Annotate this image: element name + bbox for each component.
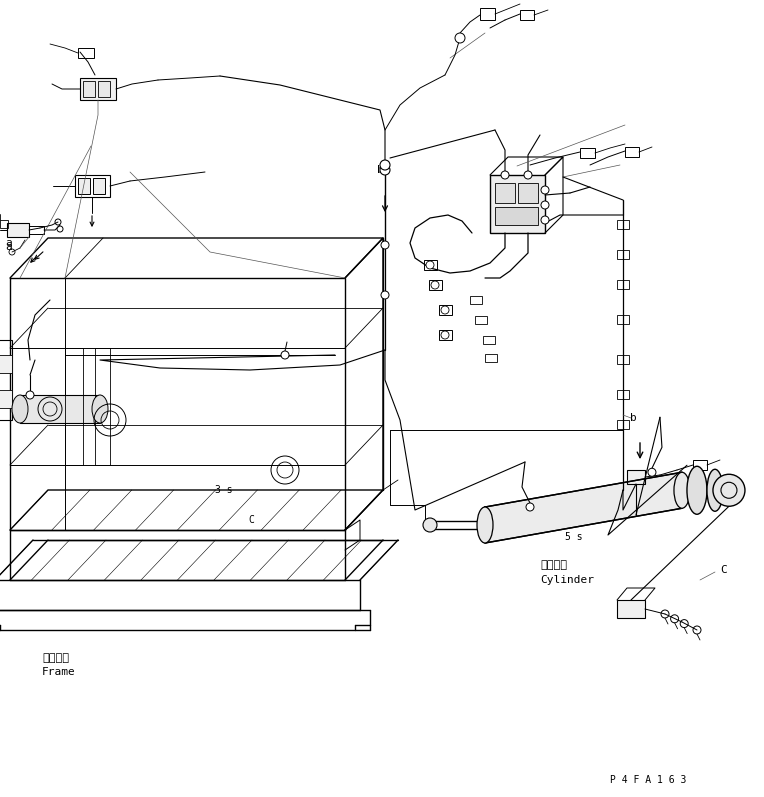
Text: b: b [377, 165, 384, 175]
Text: a: a [5, 238, 11, 248]
Bar [520, 10, 534, 20]
Circle shape [38, 397, 62, 421]
Circle shape [381, 241, 389, 249]
Bar [75, 175, 110, 197]
Bar [625, 147, 639, 157]
Ellipse shape [12, 395, 28, 423]
Bar [439, 330, 452, 340]
Bar [95, 348, 110, 465]
Text: 3 s: 3 s [215, 485, 232, 495]
Circle shape [541, 186, 549, 194]
Ellipse shape [477, 507, 493, 543]
Ellipse shape [707, 469, 723, 511]
Ellipse shape [687, 466, 707, 514]
Ellipse shape [92, 395, 108, 423]
Bar [475, 316, 487, 324]
Text: 5 s: 5 s [565, 532, 583, 542]
Bar [580, 148, 595, 158]
Text: a: a [5, 242, 11, 252]
Circle shape [541, 201, 549, 209]
Text: C: C [720, 565, 727, 575]
Text: フレーム: フレーム [42, 653, 69, 663]
Bar [439, 305, 452, 315]
Text: C: C [248, 515, 254, 525]
Circle shape [381, 291, 389, 299]
Bar [495, 207, 538, 225]
Bar [28, 226, 44, 234]
Circle shape [455, 33, 465, 43]
Circle shape [541, 216, 549, 224]
Circle shape [526, 503, 534, 511]
Circle shape [648, 469, 656, 477]
Bar [617, 355, 629, 364]
Circle shape [380, 160, 390, 170]
Circle shape [441, 331, 449, 339]
Bar [617, 280, 629, 289]
Bar [0, 220, 8, 228]
Text: シリンダ: シリンダ [540, 560, 567, 570]
Bar [485, 354, 497, 362]
Bar [424, 260, 437, 270]
Bar [495, 183, 515, 203]
Circle shape [501, 171, 509, 179]
Bar [0, 355, 12, 373]
Text: b: b [630, 413, 636, 423]
Circle shape [281, 351, 289, 359]
Bar [617, 390, 629, 399]
Text: Cylinder: Cylinder [540, 575, 594, 585]
Polygon shape [485, 473, 682, 543]
Text: P 4 F A 1 6 3: P 4 F A 1 6 3 [610, 775, 686, 785]
Bar [470, 296, 482, 304]
Bar [78, 48, 94, 58]
Bar [490, 175, 545, 233]
Bar [20, 395, 100, 423]
Circle shape [441, 306, 449, 314]
Bar [693, 460, 707, 470]
Bar [0, 340, 12, 420]
Bar [480, 8, 495, 20]
Bar [627, 470, 645, 484]
Circle shape [426, 261, 434, 269]
Bar [617, 600, 645, 618]
Bar [0, 390, 12, 408]
Circle shape [713, 474, 745, 506]
Bar [93, 178, 105, 194]
Text: Frame: Frame [42, 667, 76, 677]
Bar [83, 81, 95, 97]
Circle shape [431, 281, 439, 289]
Bar [78, 178, 90, 194]
Bar [617, 220, 629, 229]
Bar [7, 223, 29, 237]
Ellipse shape [674, 473, 690, 508]
Bar [429, 280, 442, 290]
Bar [80, 78, 116, 100]
Bar [65, 348, 83, 465]
Bar [518, 183, 538, 203]
Bar [98, 81, 110, 97]
Bar [617, 420, 629, 429]
Bar [617, 250, 629, 259]
Bar [483, 336, 495, 344]
Bar [617, 315, 629, 324]
Ellipse shape [423, 518, 437, 532]
Circle shape [524, 171, 532, 179]
Circle shape [380, 165, 390, 175]
Circle shape [26, 391, 34, 399]
